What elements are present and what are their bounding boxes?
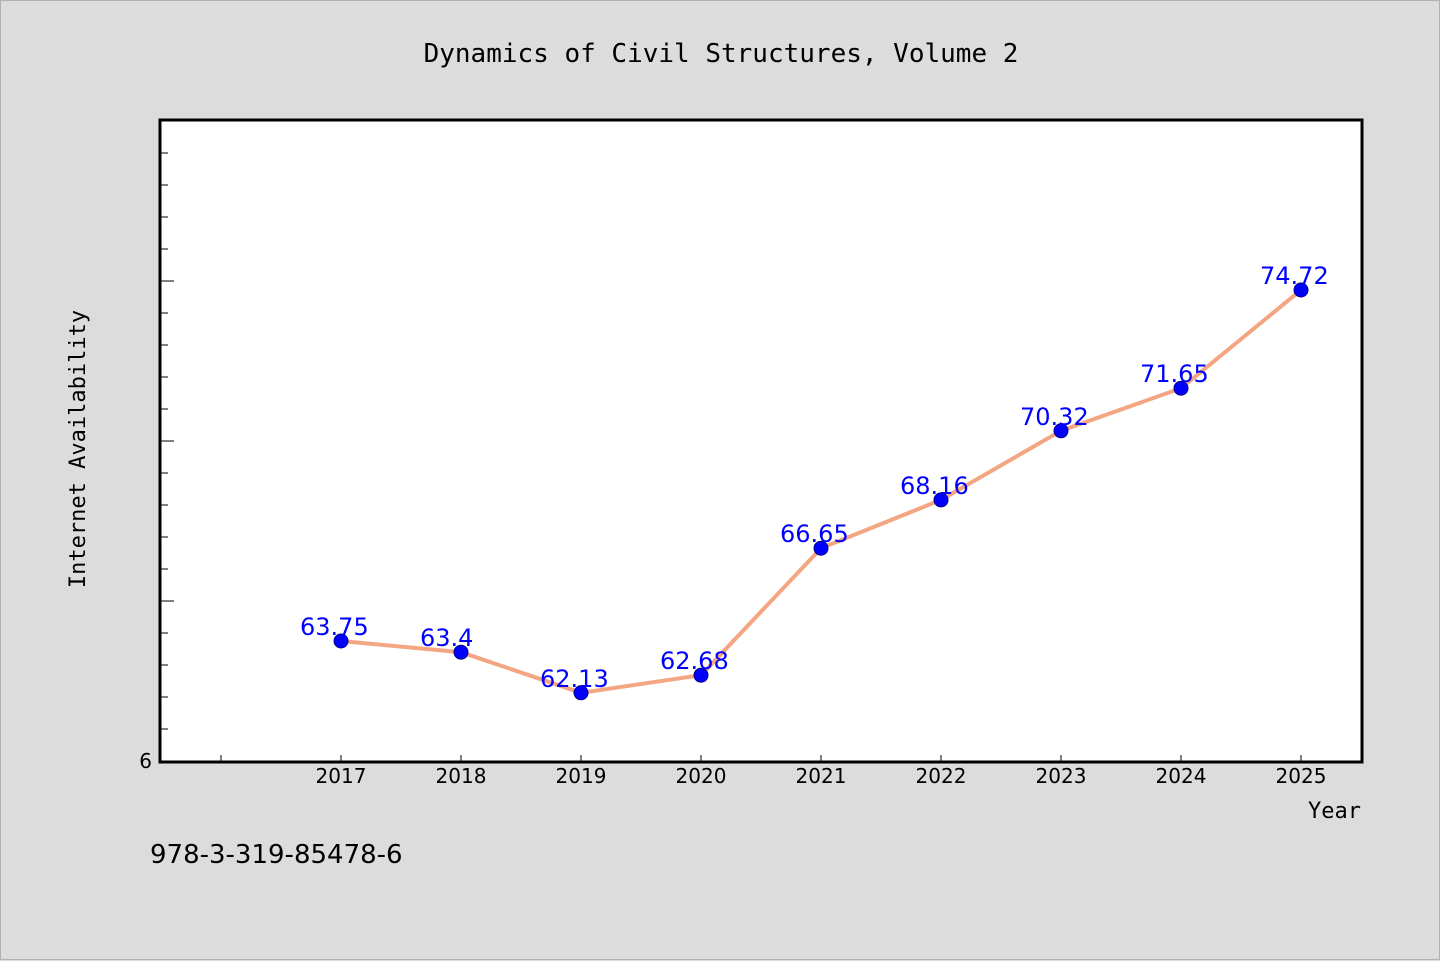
x-tick-label: 2025 (1276, 764, 1327, 788)
data-label: 62.68 (660, 647, 729, 675)
data-point (933, 492, 949, 508)
x-tick-label: 2022 (916, 764, 967, 788)
x-tick-label: 2023 (1036, 764, 1087, 788)
y-axis-ticks (161, 152, 174, 762)
data-point (1293, 282, 1309, 298)
data-label: 71.65 (1140, 360, 1209, 388)
x-tick-label: 2018 (436, 764, 487, 788)
data-point (813, 540, 829, 556)
data-label: 66.65 (780, 520, 849, 548)
data-label: 63.4 (420, 624, 473, 652)
data-label: 70.32 (1020, 403, 1089, 431)
y-tick-label: 6 (139, 749, 152, 773)
x-tick-labels: 2017 2018 2019 2020 2021 2022 2023 2024 2025 (316, 764, 1327, 788)
data-point (1173, 380, 1189, 396)
x-axis-label: Year (1308, 799, 1361, 824)
data-label: 63.75 (300, 613, 369, 641)
data-point (573, 685, 589, 701)
data-label: 74.72 (1260, 262, 1329, 290)
isbn-text: 978-3-319-85478-6 (150, 840, 403, 870)
x-tick-label: 2020 (676, 764, 727, 788)
x-tick-label: 2021 (796, 764, 847, 788)
y-axis-label: Internet Availability (66, 310, 91, 588)
plot-area (158, 118, 1364, 764)
data-label: 68.16 (900, 472, 969, 500)
data-labels: 63.75 63.4 62.13 62.68 66.65 68.16 70.32 71.65 7… (300, 262, 1329, 693)
series-markers (333, 282, 1309, 701)
x-tick-label: 2017 (316, 764, 367, 788)
data-point (693, 667, 709, 683)
x-tick-label: 2024 (1156, 764, 1207, 788)
data-point (453, 644, 469, 660)
data-point (1053, 423, 1069, 439)
x-tick-label: 2019 (556, 764, 607, 788)
x-axis-ticks (220, 755, 1302, 761)
data-label: 62.13 (540, 665, 609, 693)
chart-title: Dynamics of Civil Structures, Volume 2 (424, 39, 1019, 69)
data-point (333, 633, 349, 649)
